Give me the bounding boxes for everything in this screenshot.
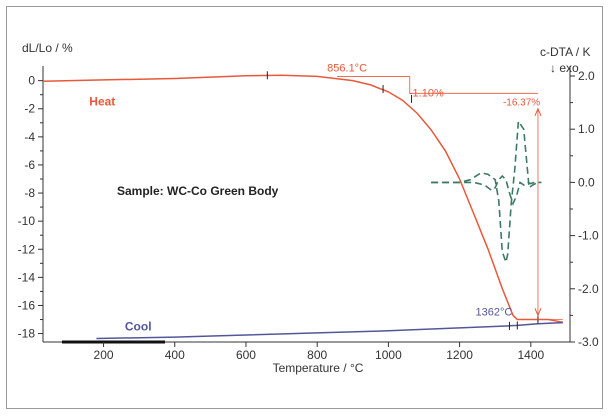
y-left-tick-label: 0: [28, 74, 35, 88]
y-right-tick-label: -1.0: [578, 229, 599, 243]
x-tick-label: 400: [165, 348, 185, 362]
x-tick-label: 1200: [446, 348, 473, 362]
x-tick-label: 1400: [517, 348, 544, 362]
x-tick-label: 200: [94, 348, 114, 362]
x-tick-label: 800: [307, 348, 327, 362]
annotation-end-temp: 1362°C: [475, 307, 512, 319]
series-label-cool: Cool: [125, 320, 152, 334]
y-left-tick-label: -12: [18, 242, 36, 256]
arrow-head: [534, 308, 542, 317]
annotation-shrink-total: -16.37%: [503, 98, 540, 109]
x-axis-title: Temperature / °C: [273, 361, 364, 375]
y-left-tick-label: -8: [24, 186, 35, 200]
series-label-heat: Heat: [89, 94, 115, 108]
y-left-tick-label: -4: [24, 130, 35, 144]
series-line-c-dta-baseline: [431, 174, 542, 206]
sample-label: Sample: WC-Co Green Body: [117, 184, 279, 198]
y-axis-right-title: c-DTA / K: [540, 45, 590, 59]
arrow-head: [534, 107, 542, 116]
y-left-tick-label: -6: [24, 158, 35, 172]
annotation-onset: 856.1°C: [327, 62, 367, 74]
y-right-tick-label: -2.0: [578, 282, 599, 296]
y-left-tick-label: -18: [18, 327, 36, 341]
y-axis-left-title: dL/Lo / %: [22, 41, 73, 55]
annotation-shrink-1: -1.10%: [409, 87, 444, 99]
x-tick-label: 600: [236, 348, 256, 362]
y-left-tick-label: -2: [24, 102, 35, 116]
y-right-tick-label: 1.0: [578, 122, 595, 136]
y-right-tick-label: 2.0: [578, 69, 595, 83]
series-line-cool: [96, 321, 563, 340]
y-right-tick-label: 0.0: [578, 175, 595, 189]
x-tick-label: 1000: [375, 348, 402, 362]
y-left-tick-label: -10: [18, 214, 36, 228]
series-line-c-dta: [431, 118, 539, 266]
exo-label: ↓ exo: [550, 61, 579, 75]
y-left-tick-label: -14: [18, 270, 36, 284]
y-left-tick-label: -16: [18, 298, 36, 312]
y-right-tick-label: -3.0: [578, 335, 599, 349]
series-line-heat: [42, 74, 564, 324]
